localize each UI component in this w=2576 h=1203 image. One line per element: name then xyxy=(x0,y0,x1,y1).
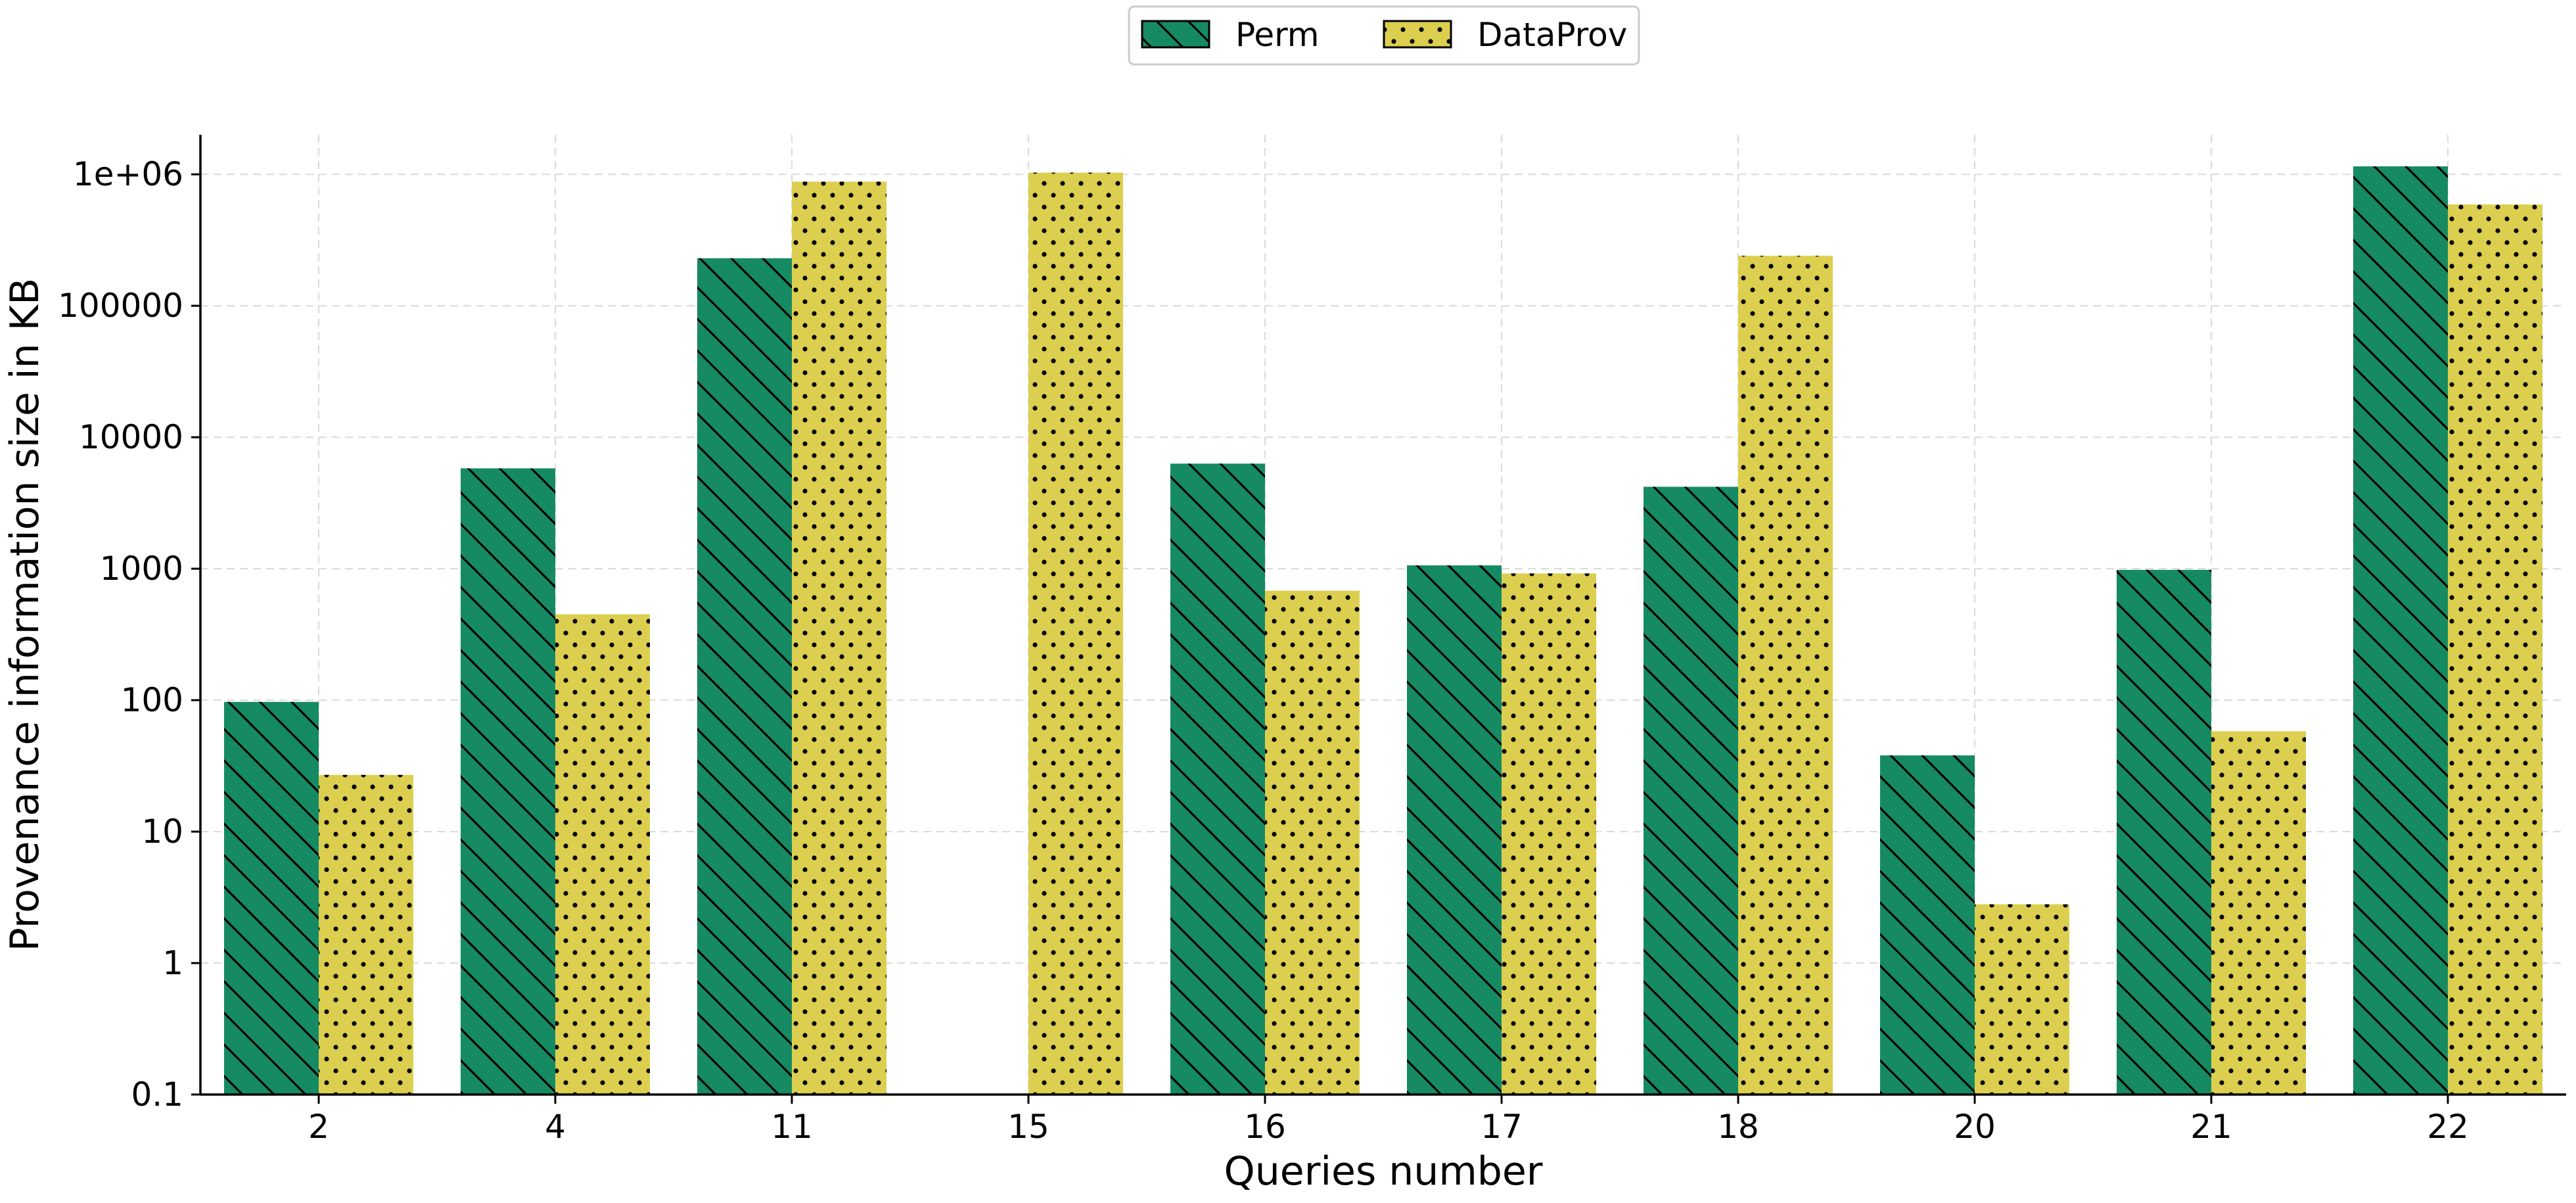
x-tick-label: 16 xyxy=(1244,1108,1286,1146)
bar-perm-21 xyxy=(2117,569,2211,1095)
bar-pattern xyxy=(697,258,792,1095)
x-tick-label: 4 xyxy=(545,1108,566,1146)
x-tick-label: 2 xyxy=(308,1108,329,1146)
bar-pattern xyxy=(2448,204,2542,1095)
y-tick-label: 10 xyxy=(141,813,183,851)
bar-pattern xyxy=(1502,573,1596,1095)
bar-dataprov-22 xyxy=(2448,204,2542,1095)
y-tick-label: 0.1 xyxy=(131,1075,183,1114)
y-tick-label: 1000 xyxy=(100,550,183,588)
bar-perm-4 xyxy=(461,468,555,1095)
bar-dataprov-11 xyxy=(792,181,886,1095)
bar-pattern xyxy=(1265,590,1360,1095)
bar-pattern xyxy=(1975,904,2069,1095)
bar-pattern xyxy=(2117,569,2211,1095)
bar-perm-16 xyxy=(1170,463,1265,1095)
legend-label: Perm xyxy=(1235,16,1320,54)
y-axis-title: Provenance information size in KB xyxy=(2,278,48,951)
x-tick-label: 18 xyxy=(1717,1108,1759,1146)
x-tick-label: 11 xyxy=(771,1108,813,1146)
bar-dataprov-18 xyxy=(1738,256,1833,1095)
bar-dataprov-2 xyxy=(319,774,413,1095)
y-tick-label: 1 xyxy=(162,944,183,982)
bar-pattern xyxy=(792,181,886,1095)
bar-pattern xyxy=(2211,731,2306,1095)
axes: 0.1 1 10 100 1000 10000 100000 1e+06 2 4 11 15 16 17 1… xyxy=(58,135,2566,1146)
bar-dataprov-20 xyxy=(1975,904,2069,1095)
bar-pattern xyxy=(1644,486,1738,1095)
bar-pattern xyxy=(1738,256,1833,1095)
x-tick-label: 22 xyxy=(2427,1108,2469,1146)
legend: Perm DataProv xyxy=(1128,5,1640,66)
bar-pattern xyxy=(224,701,319,1095)
bar-pattern xyxy=(555,614,650,1095)
y-tick-label: 100 xyxy=(121,681,183,719)
bar-perm-11 xyxy=(697,258,792,1095)
bar-dataprov-15 xyxy=(1028,172,1123,1095)
legend-label: DataProv xyxy=(1477,16,1627,54)
bar-dataprov-16 xyxy=(1265,590,1360,1095)
bar-pattern xyxy=(2353,166,2448,1095)
x-tick-label: 20 xyxy=(1954,1108,1996,1146)
bar-perm-22 xyxy=(2353,166,2448,1095)
bar-pattern xyxy=(319,774,413,1095)
x-tick-label: 15 xyxy=(1007,1108,1049,1146)
bar-pattern xyxy=(1407,565,1502,1095)
bar-perm-17 xyxy=(1407,565,1502,1095)
y-tick-label: 1e+06 xyxy=(73,155,183,193)
legend-swatch-pattern xyxy=(1142,21,1209,47)
bar-dataprov-4 xyxy=(555,614,650,1095)
bar-pattern xyxy=(1170,463,1265,1095)
bars xyxy=(224,166,2542,1095)
legend-swatch-pattern xyxy=(1384,21,1451,47)
bar-perm-2 xyxy=(224,701,319,1095)
y-tick-label: 10000 xyxy=(79,418,183,456)
x-tick-label: 17 xyxy=(1481,1108,1523,1146)
legend-item-perm: Perm xyxy=(1141,16,1320,54)
bar-pattern xyxy=(1880,755,1975,1095)
bar-dataprov-21 xyxy=(2211,731,2306,1095)
bar-perm-20 xyxy=(1880,755,1975,1095)
legend-item-dataprov: DataProv xyxy=(1383,16,1627,54)
bar-pattern xyxy=(461,468,555,1095)
bar-dataprov-17 xyxy=(1502,573,1596,1095)
bar-perm-18 xyxy=(1644,486,1738,1095)
y-tick-label: 100000 xyxy=(58,287,183,325)
x-axis-title: Queries number xyxy=(1224,1148,1543,1194)
x-tick-label: 21 xyxy=(2190,1108,2232,1146)
bar-pattern xyxy=(1028,172,1123,1095)
